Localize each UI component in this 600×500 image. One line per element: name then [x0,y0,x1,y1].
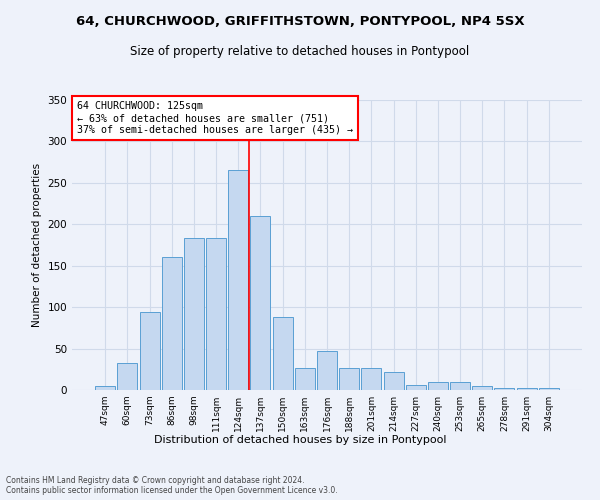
Bar [539,388,559,390]
Bar [184,238,204,390]
Bar [339,368,359,390]
Bar [95,386,115,390]
Bar [118,362,137,390]
Bar [206,238,226,390]
Bar [361,368,382,390]
Bar [428,382,448,390]
Bar [250,216,271,390]
Text: 64, CHURCHWOOD, GRIFFITHSTOWN, PONTYPOOL, NP4 5SX: 64, CHURCHWOOD, GRIFFITHSTOWN, PONTYPOOL… [76,15,524,28]
Bar [517,388,536,390]
Bar [272,317,293,390]
Bar [228,170,248,390]
Bar [162,258,182,390]
Bar [317,351,337,390]
Bar [494,388,514,390]
Bar [295,368,315,390]
Y-axis label: Number of detached properties: Number of detached properties [32,163,42,327]
Text: Size of property relative to detached houses in Pontypool: Size of property relative to detached ho… [130,45,470,58]
Bar [472,386,492,390]
Bar [450,382,470,390]
Text: 64 CHURCHWOOD: 125sqm
← 63% of detached houses are smaller (751)
37% of semi-det: 64 CHURCHWOOD: 125sqm ← 63% of detached … [77,102,353,134]
Bar [140,312,160,390]
Text: Contains HM Land Registry data © Crown copyright and database right 2024.
Contai: Contains HM Land Registry data © Crown c… [6,476,338,495]
Text: Distribution of detached houses by size in Pontypool: Distribution of detached houses by size … [154,435,446,445]
Bar [383,372,404,390]
Bar [406,385,426,390]
